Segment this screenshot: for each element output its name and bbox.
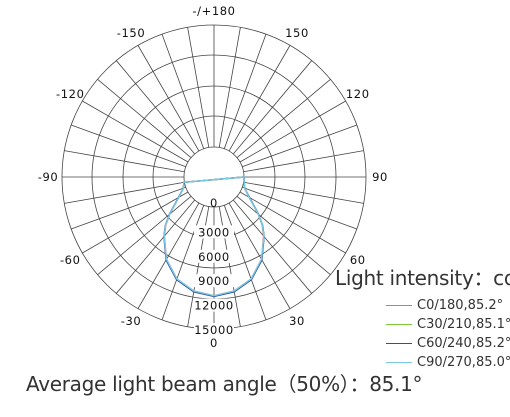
radial-label-4: 12000 bbox=[194, 299, 234, 313]
radial-label-3: 9000 bbox=[198, 274, 230, 288]
grid-spoke-100 bbox=[243, 150, 364, 173]
grid-spoke-20 bbox=[223, 205, 267, 320]
legend-item-c90: C90/270,85.0° bbox=[386, 353, 510, 372]
angle-label-9: 30 bbox=[289, 314, 305, 328]
series-curve-3 bbox=[163, 176, 265, 297]
radial-label-0: 0 bbox=[210, 196, 218, 210]
grid-spoke-310 bbox=[97, 195, 192, 276]
grid-spoke-190 bbox=[187, 27, 210, 148]
grid-spoke-210 bbox=[137, 45, 200, 152]
legend-swatch-c90 bbox=[386, 362, 412, 363]
grid-spoke-200 bbox=[161, 34, 205, 149]
grid-spoke-340 bbox=[161, 205, 205, 320]
legend-label-c0: C0/180,85.2° bbox=[417, 298, 504, 313]
angle-label-7: 60 bbox=[350, 253, 366, 267]
angle-label-4: -120 bbox=[56, 87, 85, 101]
radial-label-bg-5 bbox=[194, 323, 234, 336]
legend-label-c30: C30/210,85.1° bbox=[417, 317, 510, 332]
radial-label-bg-4 bbox=[194, 298, 234, 312]
legend-item-c60: C60/240,85.2° bbox=[386, 334, 510, 353]
grid-spoke-150 bbox=[228, 45, 291, 152]
intensity-unit-title: Light intensity：cd bbox=[335, 266, 510, 290]
legend-swatch-c60 bbox=[386, 343, 412, 344]
radial-label-bg-1 bbox=[194, 225, 234, 239]
grid-spoke-260 bbox=[64, 150, 185, 173]
grid-spoke-160 bbox=[223, 34, 267, 149]
average-beam-angle: Average light beam angle（50%）：85.1° bbox=[26, 372, 423, 396]
grid-spoke-130 bbox=[236, 78, 331, 159]
grid-spoke-250 bbox=[71, 124, 186, 168]
legend-label-c60: C60/240,85.2° bbox=[417, 336, 510, 351]
angle-label-6: -90 bbox=[38, 170, 59, 184]
legend-swatch-c30 bbox=[386, 324, 412, 325]
grid-spoke-140 bbox=[232, 60, 313, 155]
grid-spoke-170 bbox=[218, 27, 241, 148]
radial-label-1: 3000 bbox=[198, 225, 230, 239]
angle-label-0: -/+180 bbox=[192, 4, 235, 18]
angle-label-8: -60 bbox=[60, 253, 81, 267]
legend: C0/180,85.2° C30/210,85.1° C60/240,85.2°… bbox=[386, 296, 510, 372]
radial-label-5: 15000 bbox=[194, 323, 234, 337]
grid-spoke-300 bbox=[82, 191, 189, 254]
grid-spoke-40 bbox=[232, 199, 313, 294]
grid-spoke-70 bbox=[242, 186, 357, 230]
angle-label-5: 90 bbox=[372, 170, 388, 184]
grid-spoke-110 bbox=[242, 124, 357, 168]
angle-label-10: -30 bbox=[121, 314, 142, 328]
grid-spoke-30 bbox=[228, 202, 291, 309]
angle-label-1: 150 bbox=[285, 26, 309, 40]
grid-spoke-330 bbox=[137, 202, 200, 309]
grid-spoke-320 bbox=[115, 199, 196, 294]
radial-label-2: 6000 bbox=[198, 250, 230, 264]
grid-spoke-80 bbox=[243, 181, 364, 204]
grid-spoke-220 bbox=[115, 60, 196, 155]
grid-spoke-50 bbox=[236, 195, 331, 276]
legend-swatch-c0 bbox=[386, 305, 412, 306]
center-hole bbox=[184, 147, 244, 207]
legend-item-c0: C0/180,85.2° bbox=[386, 296, 510, 315]
angle-label-11: 0 bbox=[210, 336, 218, 350]
grid-spoke-240 bbox=[82, 100, 189, 163]
grid-spoke-290 bbox=[71, 186, 186, 230]
grid-spoke-280 bbox=[64, 181, 185, 204]
angle-label-3: 120 bbox=[346, 87, 370, 101]
grid-spoke-230 bbox=[97, 78, 192, 159]
radial-label-bg-2 bbox=[194, 249, 234, 263]
legend-item-c30: C30/210,85.1° bbox=[386, 315, 510, 334]
legend-label-c90: C90/270,85.0° bbox=[417, 355, 510, 370]
radial-label-bg-3 bbox=[194, 274, 234, 288]
grid-spoke-60 bbox=[239, 191, 346, 254]
angle-label-2: -150 bbox=[117, 26, 146, 40]
grid-spoke-120 bbox=[239, 100, 346, 163]
